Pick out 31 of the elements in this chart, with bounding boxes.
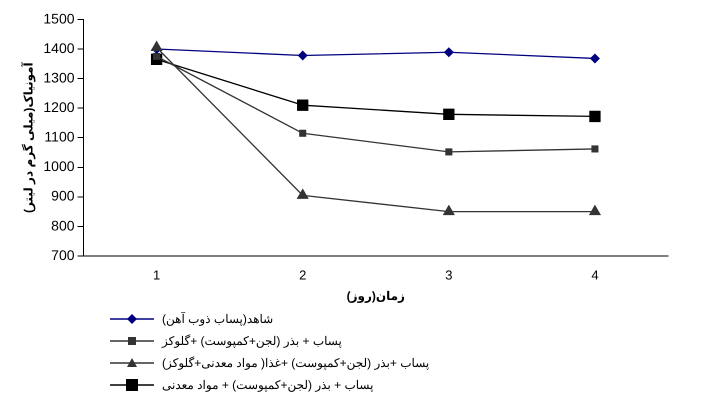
y-tick-label: 1200 [43,98,75,115]
y-axis-title: آمونیاک(میلی گرم در لیتر) [20,61,36,214]
point [297,100,308,111]
legend-label: پساب + بذر (لجن+کمپوست) + مواد معدنی [162,378,374,392]
point [445,148,452,156]
x-tick-label: 1 [152,267,160,282]
point [591,145,598,152]
legend-label: شاهد(پساب ذوب آهن) [162,312,274,326]
legend-label: پساب + بذر (لجن+کمپوست) +گلوکز [162,334,342,348]
x-tick-label: 3 [445,267,452,282]
y-tick-label: 1100 [44,128,75,145]
point [443,108,454,120]
y-tick-label: 900 [51,188,75,204]
y-tick-label: 800 [51,217,75,234]
point [299,130,306,137]
legend-label: پساب +بذر (لجن+کمپوست) +غذا( مواد معدنی+گلوکز) [162,356,430,370]
y-tick-label: 1500 [43,10,75,26]
point [444,47,454,58]
x-tick-label: 2 [299,267,306,282]
point [590,53,600,64]
point [296,188,309,199]
y-tick-label: 1300 [43,69,75,86]
y-tick-label: 1400 [43,40,75,56]
point [298,50,308,60]
point [588,204,602,216]
point [442,204,455,216]
point [589,110,601,122]
x-axis-title: زمان(روز) [346,289,406,304]
x-tick-label: 4 [591,267,599,282]
y-tick-label: 1000 [43,158,75,174]
y-tick-label: 700 [51,246,75,263]
